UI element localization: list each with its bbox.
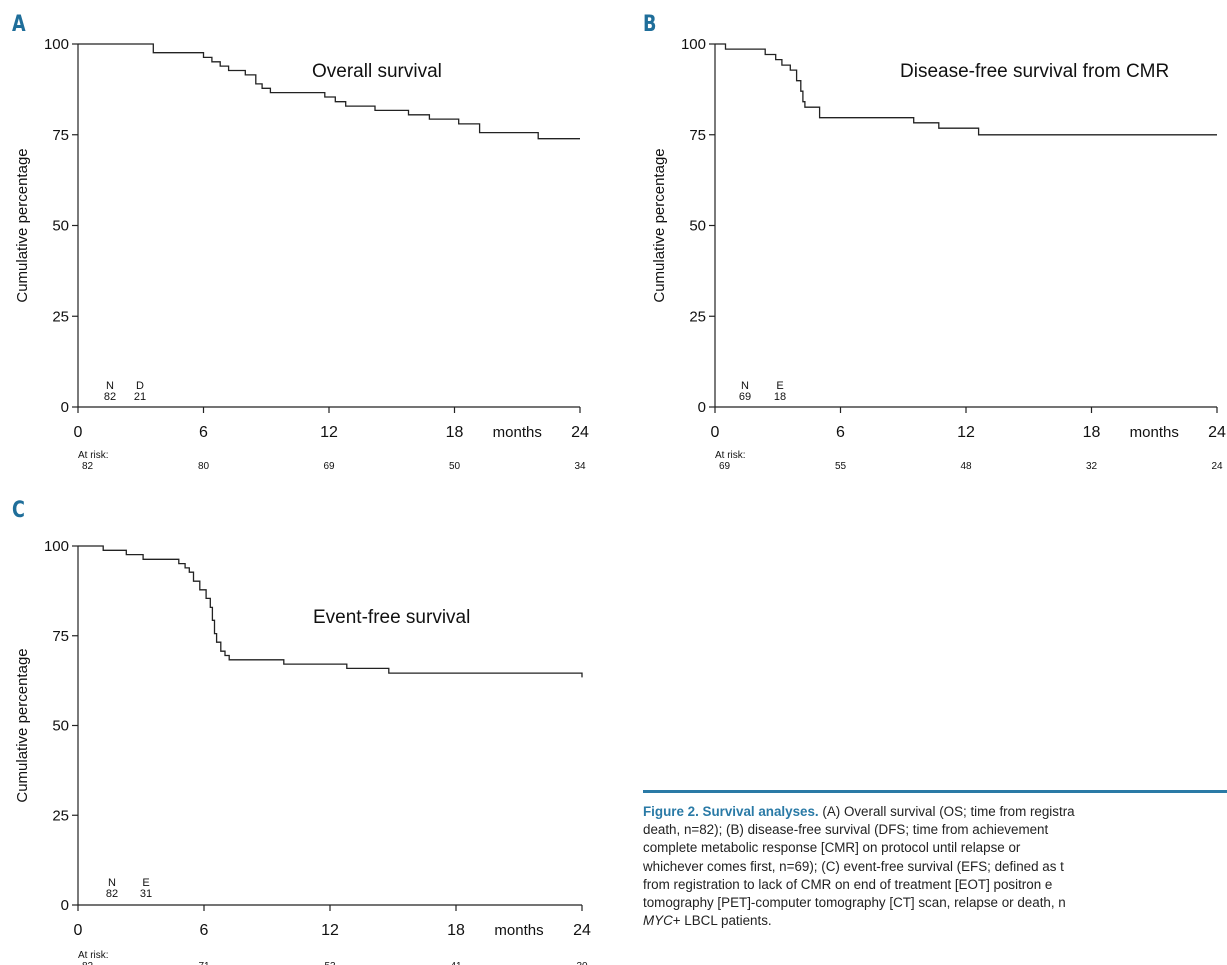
x-tick-label: 12 — [957, 424, 975, 441]
x-axis-label: months — [494, 922, 543, 939]
count-label: D — [136, 380, 144, 392]
x-tick-label: 6 — [836, 424, 845, 441]
y-tick-label: 0 — [698, 399, 706, 416]
at-risk-value: 55 — [835, 461, 847, 472]
y-tick-label: 25 — [52, 807, 69, 824]
at-risk-value: 24 — [1211, 461, 1223, 472]
survival-step-curve — [715, 43, 1217, 136]
at-risk-value: 32 — [1086, 461, 1098, 472]
count-label: E — [776, 380, 783, 392]
chart-disease-free-survival: 0 25 50 75 100 0 6 12 18 24 months Cumulative perce… — [651, 36, 1226, 472]
figure-caption: Figure 2. Survival analyses. (A) Overall… — [643, 803, 1227, 930]
at-risk-value: 69 — [323, 461, 335, 472]
x-tick-label: 12 — [321, 922, 339, 939]
x-tick-label: 18 — [447, 922, 465, 939]
y-tick-label: 50 — [52, 218, 69, 235]
x-axis-label: months — [1130, 424, 1179, 441]
y-tick-label: 25 — [689, 308, 706, 325]
at-risk-value: 48 — [960, 461, 972, 472]
panel-letter-a: A — [12, 12, 26, 37]
y-tick-label: 0 — [61, 897, 69, 914]
at-risk-value: 34 — [574, 461, 586, 472]
count-value: 69 — [739, 391, 751, 403]
x-tick-label: 0 — [74, 424, 83, 441]
x-tick-label: 6 — [200, 922, 209, 939]
y-tick-label: 0 — [61, 399, 69, 416]
at-risk-label: At risk: — [715, 450, 746, 461]
caption-title: Figure 2. Survival analyses. — [643, 804, 819, 819]
at-risk-value: 53 — [324, 961, 336, 965]
at-risk-value: 71 — [198, 961, 210, 965]
x-tick-label: 18 — [1083, 424, 1101, 441]
caption-line-7: + LBCL patients. — [672, 913, 772, 929]
count-label: N — [741, 380, 749, 392]
x-tick-label: 24 — [571, 424, 589, 441]
survival-step-curve — [78, 43, 580, 140]
x-tick-label: 6 — [199, 424, 208, 441]
caption-line-4: whichever comes first, n=69); (C) event-… — [643, 858, 1064, 874]
caption-line-1: (A) Overall survival (OS; time from regi… — [818, 804, 1075, 819]
y-tick-label: 75 — [689, 127, 706, 144]
caption-line-5: from registration to lack of CMR on end … — [643, 876, 1053, 892]
at-risk-label: At risk: — [78, 950, 109, 961]
count-label: N — [106, 380, 114, 392]
x-axis-label: months — [493, 424, 542, 441]
y-tick-label: 100 — [44, 36, 69, 53]
chart-title: Overall survival — [312, 61, 442, 82]
at-risk-value: 50 — [449, 461, 461, 472]
count-value: 21 — [134, 391, 146, 403]
count-label: E — [142, 877, 149, 889]
at-risk-value: 80 — [198, 461, 210, 472]
chart-overall-survival: 0 25 50 75 100 0 6 12 18 24 months Cumulative perce… — [14, 36, 589, 472]
x-tick-label: 12 — [320, 424, 338, 441]
y-tick-label: 75 — [52, 127, 69, 144]
at-risk-value: 41 — [450, 961, 462, 965]
at-risk-value: 30 — [576, 961, 588, 965]
count-value: 18 — [774, 391, 786, 403]
panel-letter-b: B — [643, 12, 657, 37]
y-tick-label: 75 — [52, 628, 69, 645]
y-tick-label: 25 — [52, 308, 69, 325]
chart-title: Event-free survival — [313, 607, 470, 628]
at-risk-value: 82 — [82, 461, 94, 472]
chart-event-free-survival: 0 25 50 75 100 0 6 12 18 24 months Cumulative perce… — [14, 538, 591, 965]
caption-line-2: death, n=82); (B) disease-free survival … — [643, 822, 1049, 838]
panel-letter-c: C — [12, 498, 25, 523]
survival-step-curve — [78, 545, 583, 678]
at-risk-value: 82 — [82, 961, 94, 965]
caption-rule — [643, 790, 1227, 793]
caption-line-6: tomography [PET]-computer tomography [CT… — [643, 895, 1066, 911]
y-tick-label: 50 — [52, 718, 69, 735]
y-tick-label: 50 — [689, 218, 706, 235]
caption-gene: MYC — [643, 913, 673, 929]
x-tick-label: 0 — [711, 424, 720, 441]
x-tick-label: 0 — [74, 922, 83, 939]
chart-title: Disease-free survival from CMR — [900, 61, 1169, 82]
y-tick-label: 100 — [44, 538, 69, 555]
at-risk-value: 69 — [719, 461, 731, 472]
caption-line-3: complete metabolic response [CMR] on pro… — [643, 840, 1021, 856]
x-tick-label: 18 — [446, 424, 464, 441]
count-value: 31 — [140, 888, 152, 900]
x-tick-label: 24 — [1208, 424, 1226, 441]
count-value: 82 — [104, 391, 116, 403]
y-axis-label: Cumulative percentage — [14, 648, 31, 802]
y-axis-label: Cumulative percentage — [14, 148, 31, 302]
count-value: 82 — [106, 888, 118, 900]
x-tick-label: 24 — [573, 922, 591, 939]
y-axis-label: Cumulative percentage — [651, 148, 668, 302]
at-risk-label: At risk: — [78, 450, 109, 461]
count-label: N — [108, 877, 116, 889]
y-tick-label: 100 — [681, 36, 706, 53]
